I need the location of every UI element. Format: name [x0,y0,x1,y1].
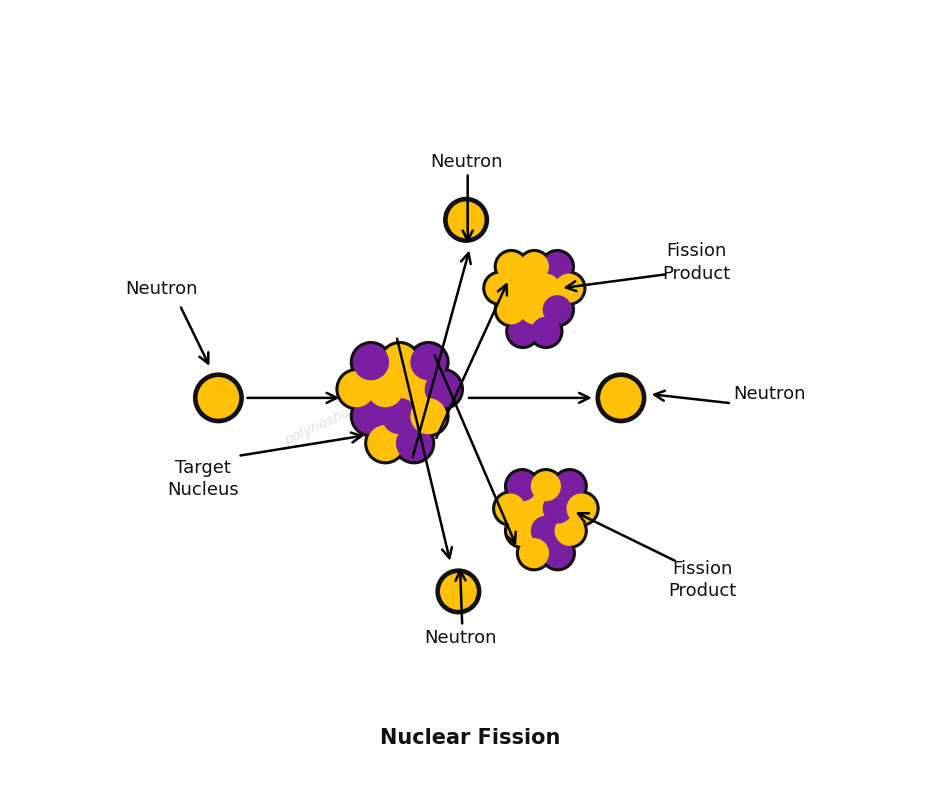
Circle shape [339,372,374,407]
Circle shape [532,274,559,302]
Circle shape [444,198,489,242]
Circle shape [543,296,572,324]
Circle shape [379,342,420,383]
Circle shape [521,253,548,281]
Circle shape [509,318,537,345]
Circle shape [353,344,388,380]
Circle shape [532,318,559,345]
Circle shape [555,274,583,302]
Text: Nuclear Fission: Nuclear Fission [380,728,560,749]
Circle shape [601,377,641,418]
Circle shape [365,422,406,463]
Circle shape [496,494,525,523]
Circle shape [394,422,434,463]
Text: Target
Nucleus: Target Nucleus [167,459,239,500]
Circle shape [351,396,391,437]
Circle shape [529,271,563,305]
Circle shape [397,426,431,460]
Circle shape [505,469,540,504]
Circle shape [486,274,514,302]
Circle shape [543,539,572,567]
Circle shape [411,399,446,433]
Circle shape [506,271,540,305]
Circle shape [543,494,572,523]
Text: polynoshub.co.in: polynoshub.co.in [282,386,395,448]
Circle shape [194,373,243,422]
Circle shape [368,372,402,407]
Text: Neutron: Neutron [425,629,497,647]
Circle shape [383,399,417,433]
Circle shape [552,513,588,548]
Circle shape [383,344,417,380]
Circle shape [497,296,525,324]
Circle shape [509,274,537,302]
Circle shape [508,472,537,500]
Circle shape [540,293,574,327]
Circle shape [540,250,574,284]
Text: Fission
Product: Fission Product [662,242,730,283]
Circle shape [552,271,586,305]
Circle shape [397,372,431,407]
Circle shape [368,426,402,460]
Circle shape [441,574,476,609]
Circle shape [521,296,548,324]
Circle shape [528,513,563,548]
Circle shape [448,202,484,237]
Text: Neutron: Neutron [430,153,502,171]
Circle shape [596,373,646,422]
Circle shape [483,271,517,305]
Circle shape [540,491,575,526]
Text: Neutron: Neutron [126,281,198,299]
Circle shape [337,369,377,410]
Circle shape [365,369,406,410]
Circle shape [508,516,537,545]
Circle shape [353,399,388,433]
Circle shape [529,314,563,348]
Text: Fission
Product: Fission Product [668,559,736,600]
Circle shape [516,491,552,526]
Circle shape [517,293,552,327]
Circle shape [552,469,588,504]
Circle shape [517,250,552,284]
Circle shape [540,536,575,571]
Circle shape [520,539,548,567]
Circle shape [394,369,434,410]
Circle shape [528,469,563,504]
Circle shape [531,516,560,545]
Circle shape [520,494,548,523]
Circle shape [494,293,528,327]
Circle shape [564,491,599,526]
Circle shape [408,396,449,437]
Circle shape [422,369,463,410]
Circle shape [506,314,540,348]
Circle shape [198,377,239,418]
Circle shape [493,491,527,526]
Circle shape [436,569,480,614]
Circle shape [497,253,525,281]
Circle shape [505,513,540,548]
Circle shape [556,472,584,500]
Circle shape [516,536,552,571]
Circle shape [543,253,572,281]
Circle shape [556,516,584,545]
Text: Neutron: Neutron [733,385,806,403]
Circle shape [379,396,420,437]
Circle shape [408,342,449,383]
Circle shape [531,472,560,500]
Circle shape [411,344,446,380]
Circle shape [494,250,528,284]
Circle shape [426,372,461,407]
Circle shape [567,494,596,523]
Circle shape [351,342,391,383]
